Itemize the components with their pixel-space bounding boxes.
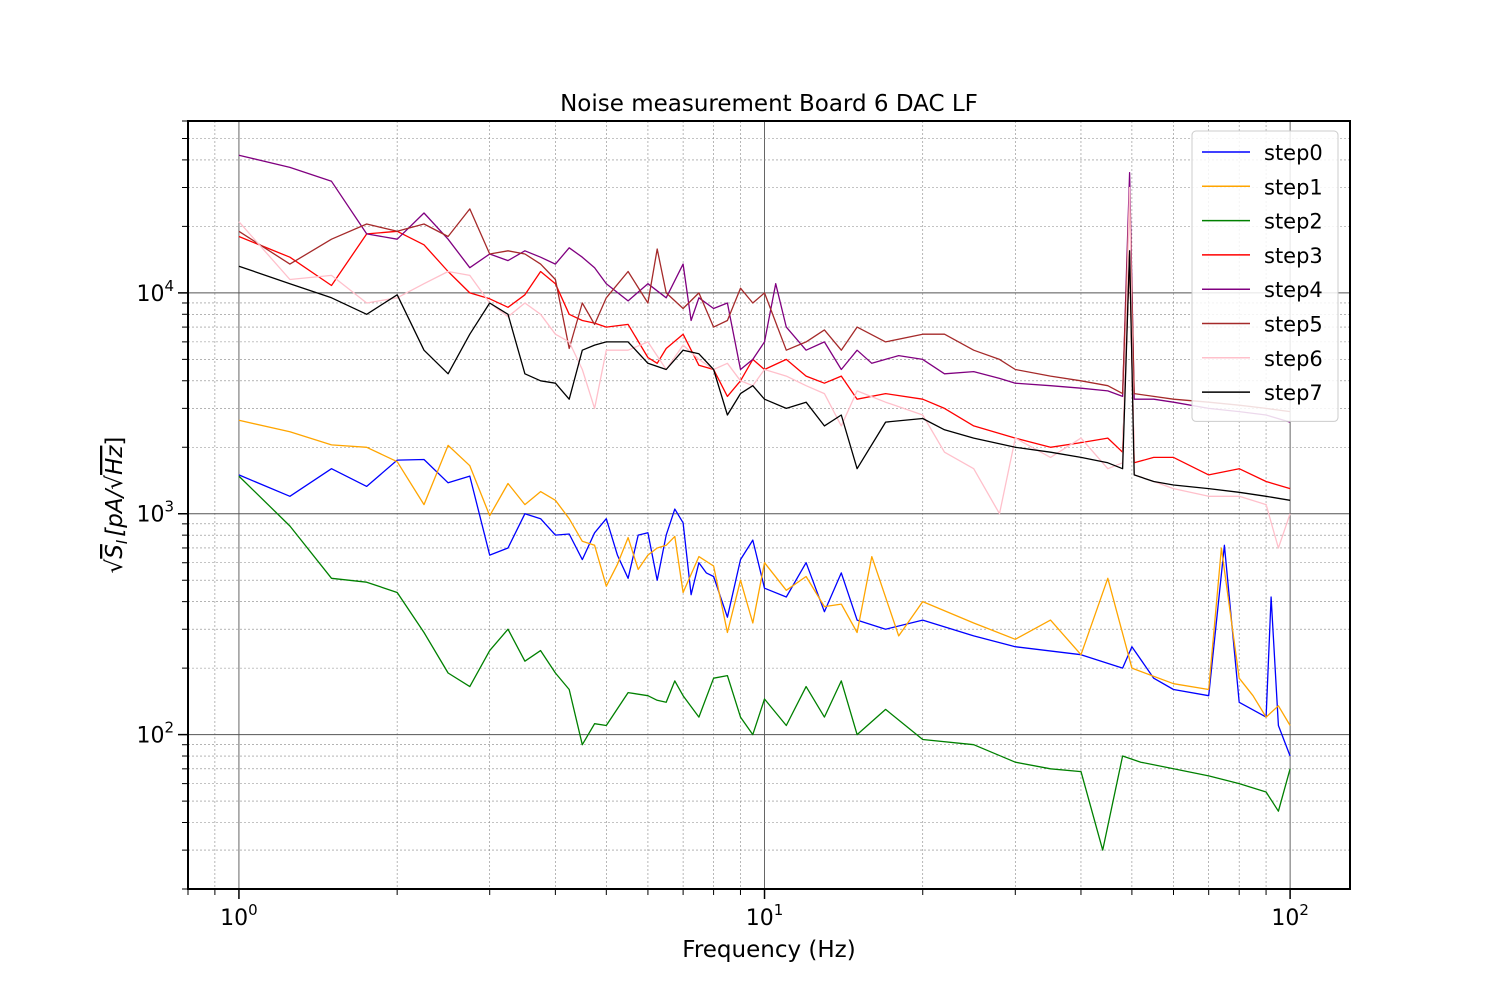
x-tick-label: 101 [746,901,784,931]
chart-title: Noise measurement Board 6 DAC LF [560,91,978,117]
legend-label-step7: step7 [1264,381,1323,405]
legend-label-step0: step0 [1264,141,1323,165]
legend-label-step1: step1 [1264,175,1323,199]
y-tick-label: 104 [136,277,174,307]
y-tick-label: 102 [136,719,174,749]
x-tick-label: 100 [220,901,258,931]
legend-label-step6: step6 [1264,347,1323,371]
legend-label-step3: step3 [1264,244,1323,268]
y-tick-label: 103 [136,498,174,528]
plot-frame [187,120,1351,890]
series-line-step3 [238,230,1291,490]
legend: step0 step1 step2 step3 step4 step5 step6 step7 [1191,130,1339,422]
series-line-step7 [238,250,1291,501]
x-tick-label: 102 [1271,901,1309,931]
legend-label-step2: step2 [1264,210,1323,234]
series-line-step5 [238,193,1291,413]
legend-box [1191,130,1339,422]
series-layer [238,154,1291,851]
legend-label-step4: step4 [1264,278,1323,302]
series-line-step2 [238,475,1291,851]
legend-label-step5: step5 [1264,313,1323,337]
series-line-step0 [238,458,1291,757]
y-axis-label: √SI[pA/√Hz] [102,437,131,574]
y-axis-label-text: √SI[pA/√Hz] [102,437,131,574]
x-axis-label: Frequency (Hz) [682,937,855,963]
tick-layer: 100 101 102 102 103 104 [136,120,1309,931]
series-line-step1 [238,419,1291,726]
series-line-step4 [238,154,1291,423]
